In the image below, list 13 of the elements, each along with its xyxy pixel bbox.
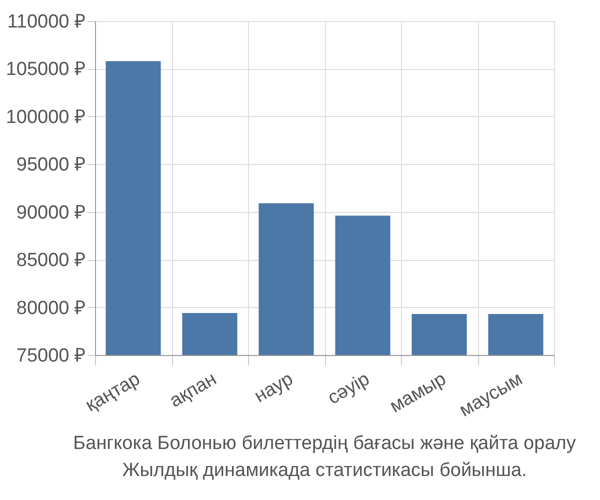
y-tick-label: 100000 ₽ bbox=[6, 106, 86, 128]
x-tick-label: наур bbox=[251, 368, 297, 408]
text: Жылдық динамикада статистикасы бойынша. bbox=[122, 460, 527, 481]
y-tick-label: 75000 ₽ bbox=[16, 346, 86, 366]
y-tick-label: 95000 ₽ bbox=[16, 154, 86, 176]
y-tick-label: 105000 ₽ bbox=[6, 59, 86, 80]
y-tick-label: 80000 ₽ bbox=[16, 298, 86, 319]
x-tick-label: сәуір bbox=[324, 368, 374, 409]
y-tick-label: 85000 ₽ bbox=[16, 250, 86, 272]
x-tick-label: ақпан bbox=[166, 368, 220, 412]
text: Бангкока Болонью билеттердің бағасы және қайта оралу bbox=[73, 432, 576, 454]
y-tick-label: 110000 ₽ bbox=[7, 12, 86, 32]
y-tick-label: 90000 ₽ bbox=[16, 202, 86, 224]
